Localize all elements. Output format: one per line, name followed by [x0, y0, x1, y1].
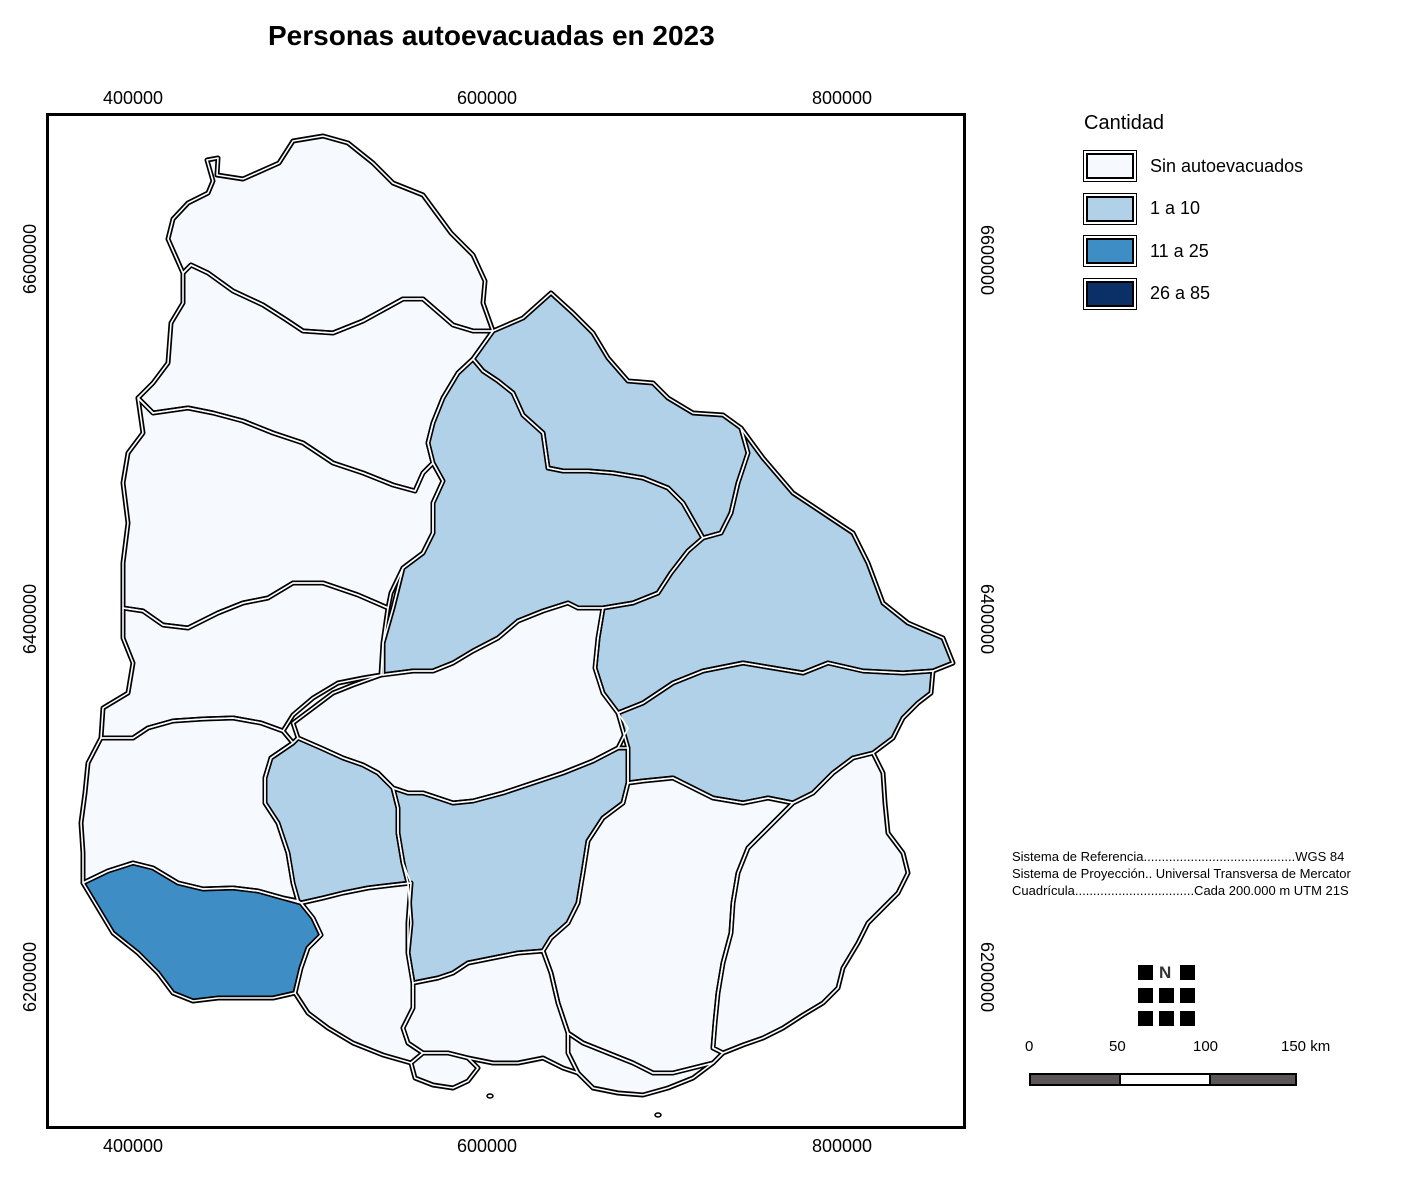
- legend-swatch: [1083, 192, 1137, 225]
- x-tick-bottom-400000: 400000: [103, 1136, 164, 1156]
- metadata-grid: Cuadrícula..............................…: [1012, 883, 1349, 898]
- y-tick-left-6400000: 6400000: [20, 583, 40, 654]
- map-metadata: Sistema de Referencia...................…: [1012, 848, 1351, 899]
- legend-title: Cantidad: [1084, 112, 1165, 134]
- y-tick-right-6200000: 6200000: [977, 942, 997, 1013]
- scale-segment: [1119, 1075, 1211, 1084]
- y-tick-left-6200000: 6200000: [20, 941, 40, 1012]
- x-tick-top-800000: 800000: [812, 88, 873, 108]
- x-tick-bottom-800000: 800000: [812, 1136, 873, 1156]
- x-tick-top-400000: 400000: [103, 88, 164, 108]
- legend-item-26-a-85: 26 a 85: [1083, 273, 1303, 316]
- metadata-reference: Sistema de Referencia...................…: [1012, 849, 1345, 864]
- legend-item-1-a-10: 1 a 10: [1083, 188, 1303, 231]
- department-outline: [100, 582, 389, 739]
- map-title: Personas autoevacuadas en 2023: [268, 20, 715, 51]
- legend-label: Sin autoevacuados: [1150, 155, 1304, 176]
- department-outline: [122, 397, 444, 629]
- legend-swatch: [1083, 150, 1137, 183]
- legend-swatch: [1083, 277, 1137, 310]
- department-outline: [410, 1052, 479, 1089]
- x-tick-bottom-600000: 600000: [457, 1136, 518, 1156]
- scale-label-50: 50: [1109, 1038, 1126, 1055]
- scale-label-150: 150 km: [1281, 1038, 1331, 1055]
- y-tick-left-6600000: 6600000: [20, 223, 40, 294]
- legend-item-sin-autoevacuados: Sin autoevacuados: [1083, 145, 1304, 188]
- department-outline: [567, 1032, 714, 1096]
- north-letter: N: [1159, 963, 1172, 982]
- scale-segment: [1031, 1075, 1119, 1084]
- legend-label: 26 a 85: [1150, 283, 1211, 304]
- scale-label-0: 0: [1025, 1038, 1034, 1055]
- map-svg: [78, 133, 956, 1118]
- scale-label-100: 100: [1193, 1038, 1219, 1055]
- x-tick-top-600000: 600000: [457, 88, 518, 108]
- legend: Cantidad Sin autoevacuados 1 a 10 11 a 2…: [1083, 112, 1304, 316]
- y-tick-right-6400000: 6400000: [977, 584, 997, 655]
- legend-label: 1 a 10: [1150, 198, 1201, 219]
- scale-bar: [1029, 1073, 1297, 1086]
- map-frame: [46, 113, 966, 1129]
- legend-label: 11 a 25: [1150, 240, 1209, 261]
- y-tick-right-6600000: 6600000: [977, 225, 997, 296]
- scale-segment: [1211, 1075, 1295, 1084]
- department-outline: [402, 950, 579, 1074]
- department-outline: [712, 752, 909, 1054]
- island: [654, 1112, 662, 1118]
- metadata-projection: Sistema de Proyección.. Universal Transv…: [1012, 866, 1351, 881]
- legend-swatch: [1083, 235, 1137, 268]
- island: [486, 1093, 494, 1099]
- legend-item-11-a-25: 11 a 25: [1083, 230, 1303, 273]
- department-outline: [542, 777, 794, 1074]
